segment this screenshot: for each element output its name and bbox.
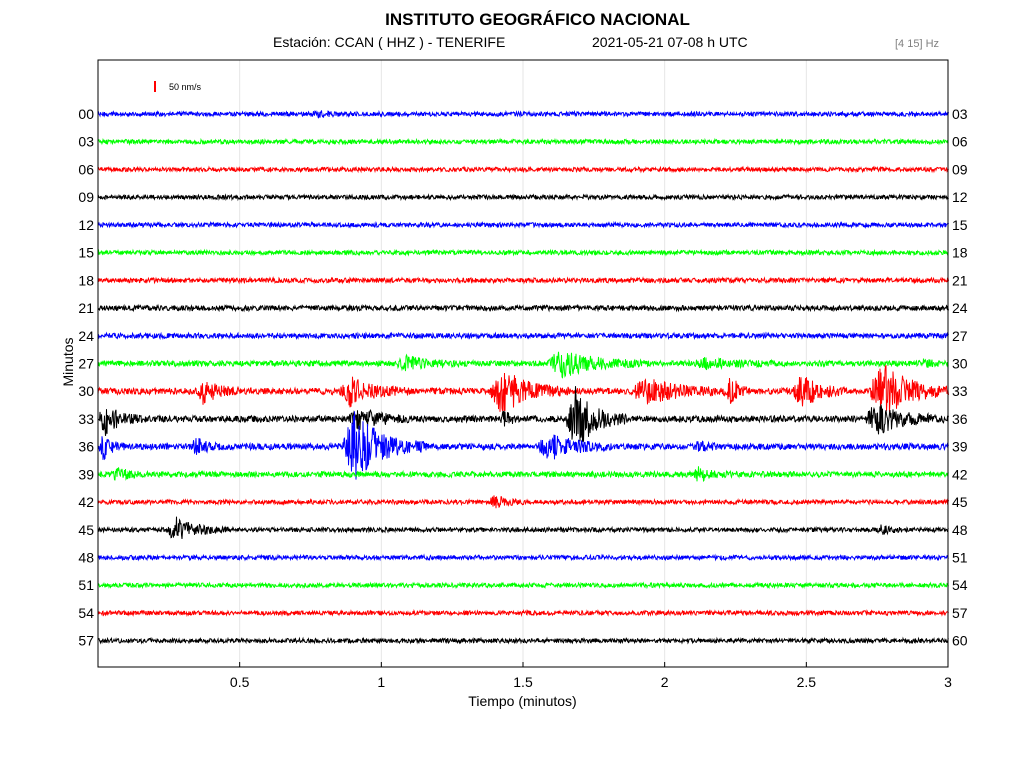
row-label-left: 21 — [78, 300, 94, 316]
row-label-left: 48 — [78, 550, 94, 566]
row-label-left: 12 — [78, 217, 94, 233]
trace-15 — [97, 248, 949, 257]
x-tick-label: 1.5 — [513, 674, 533, 690]
row-label-left: 15 — [78, 245, 94, 261]
trace-36 — [97, 411, 949, 480]
trace-06 — [97, 165, 949, 174]
row-label-left: 27 — [78, 355, 94, 371]
row-label-left: 39 — [78, 466, 94, 482]
trace-39 — [97, 466, 949, 483]
row-label-right: 21 — [952, 272, 968, 288]
trace-24 — [97, 331, 949, 341]
row-label-right: 51 — [952, 550, 968, 566]
row-label-left: 18 — [78, 272, 94, 288]
row-label-right: 42 — [952, 466, 968, 482]
x-tick-label: 2.5 — [797, 674, 817, 690]
x-axis-label: Tiempo (minutos) — [468, 693, 577, 709]
row-label-left: 54 — [78, 605, 94, 621]
row-label-left: 00 — [78, 106, 94, 122]
x-tick-label: 0.5 — [230, 674, 250, 690]
row-label-left: 24 — [78, 328, 94, 344]
trace-51 — [97, 581, 949, 590]
trace-12 — [97, 220, 949, 229]
row-label-left: 45 — [78, 522, 94, 538]
trace-27 — [97, 351, 949, 379]
row-label-right: 09 — [952, 161, 968, 177]
row-label-left: 57 — [78, 633, 94, 649]
x-tick-label: 1 — [377, 674, 385, 690]
chart-title: INSTITUTO GEOGRÁFICO NACIONAL — [385, 10, 690, 29]
row-label-right: 27 — [952, 328, 968, 344]
row-label-right: 57 — [952, 605, 968, 621]
trace-30 — [97, 365, 949, 413]
x-tick-label: 3 — [944, 674, 952, 690]
datetime-label: 2021-05-21 07-08 h UTC — [592, 34, 748, 50]
row-label-right: 30 — [952, 355, 968, 371]
trace-33 — [97, 386, 949, 442]
row-label-right: 36 — [952, 411, 968, 427]
trace-48 — [97, 553, 949, 562]
station-label: Estación: CCAN ( HHZ ) - TENERIFE — [273, 34, 506, 50]
trace-18 — [97, 276, 949, 285]
row-label-right: 54 — [952, 577, 968, 593]
trace-54 — [97, 608, 949, 618]
row-label-right: 45 — [952, 494, 968, 510]
row-label-right: 15 — [952, 217, 968, 233]
row-label-left: 33 — [78, 411, 94, 427]
row-label-right: 12 — [952, 189, 968, 205]
frequency-band-label: [4 15] Hz — [895, 38, 940, 50]
row-label-right: 06 — [952, 134, 968, 150]
row-label-left: 51 — [78, 577, 94, 593]
x-tick-label: 2 — [661, 674, 669, 690]
row-label-left: 09 — [78, 189, 94, 205]
row-label-right: 39 — [952, 439, 968, 455]
row-label-right: 33 — [952, 383, 968, 399]
row-label-left: 30 — [78, 383, 94, 399]
row-label-right: 60 — [952, 633, 968, 649]
row-label-right: 18 — [952, 245, 968, 261]
trace-03 — [97, 137, 949, 146]
row-label-left: 03 — [78, 134, 94, 150]
row-label-left: 42 — [78, 494, 94, 510]
scale-bar-label: 50 nm/s — [169, 82, 202, 92]
trace-42 — [97, 495, 949, 509]
row-label-right: 03 — [952, 106, 968, 122]
trace-45 — [97, 516, 949, 540]
row-label-right: 48 — [952, 522, 968, 538]
row-label-left: 36 — [78, 439, 94, 455]
trace-09 — [97, 193, 949, 202]
trace-21 — [97, 303, 949, 313]
trace-00 — [98, 109, 949, 119]
row-label-right: 24 — [952, 300, 968, 316]
trace-57 — [97, 636, 949, 645]
row-label-left: 06 — [78, 161, 94, 177]
